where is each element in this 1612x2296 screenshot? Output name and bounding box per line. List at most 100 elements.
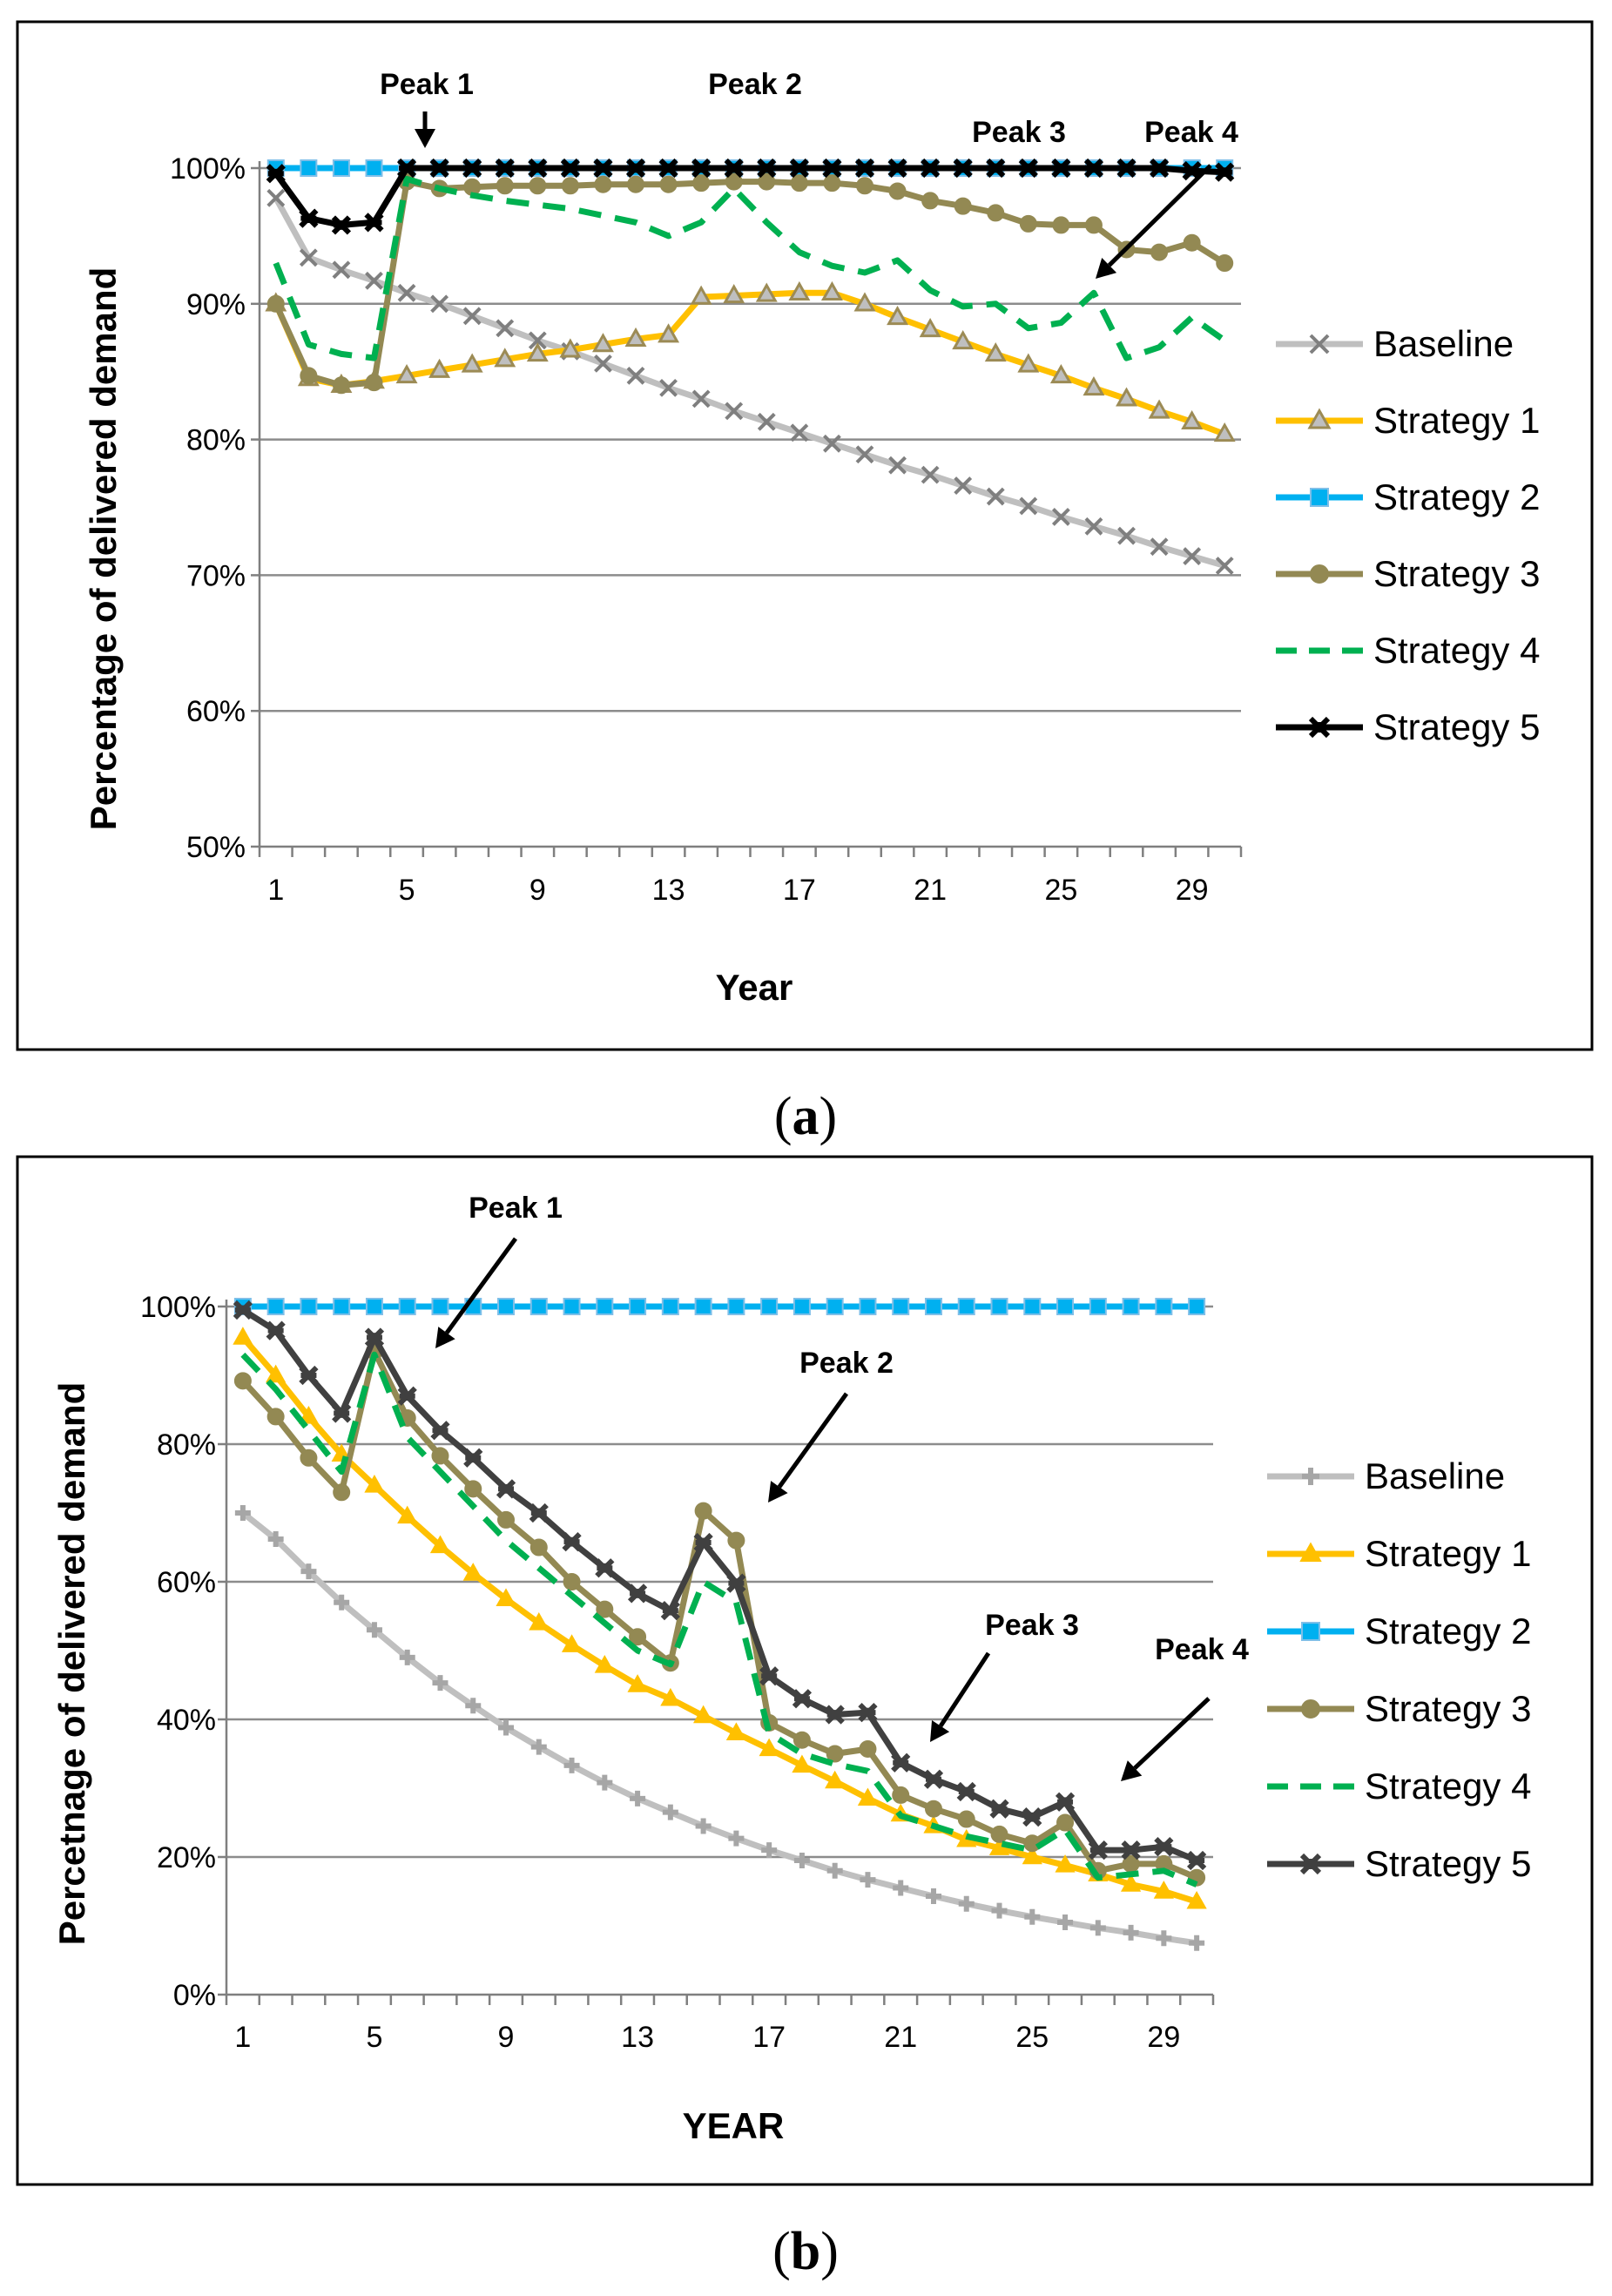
b-data-point — [694, 1502, 712, 1520]
a-legend-marker — [1307, 408, 1332, 429]
b-data-point — [398, 1298, 416, 1315]
a-legend-label: Strategy 4 — [1373, 630, 1540, 671]
a-data-point — [559, 338, 582, 358]
b-x-tick-label: 29 — [1147, 2021, 1180, 2054]
b-legend-marker — [1301, 1699, 1320, 1719]
a-data-point — [820, 280, 843, 301]
a-data-point-core — [1154, 163, 1164, 173]
a-peak-arrow-head — [1096, 258, 1117, 279]
a-data-point-core — [271, 168, 281, 179]
b-x-tick-label: 21 — [884, 2021, 917, 2054]
b-data-point — [298, 1406, 320, 1424]
b-data-point — [893, 1880, 909, 1896]
b-y-tick-label: 60% — [157, 1566, 216, 1599]
b-y-tick-label: 20% — [157, 1841, 216, 1874]
b-data-point — [596, 1298, 614, 1315]
b-data-point — [761, 1842, 778, 1859]
a-legend-label: Baseline — [1373, 323, 1514, 364]
a-data-point — [1052, 216, 1070, 234]
b-data-point — [725, 1722, 746, 1740]
a-data-point — [494, 348, 516, 368]
b-data-point — [366, 1622, 382, 1638]
a-data-point — [986, 487, 1005, 506]
a-data-point — [496, 177, 514, 195]
panel-a-y-tick-labels: 50% 60% 70% 80% 90% 100% — [170, 152, 246, 864]
b-data-point — [300, 1563, 317, 1580]
b-data-point — [596, 1600, 614, 1618]
b-data-point — [859, 1739, 877, 1758]
a-data-point — [266, 294, 285, 313]
b-data-point — [1024, 1908, 1041, 1925]
b-data-point — [892, 1298, 910, 1315]
b-data-point — [826, 1745, 844, 1763]
panel-a-y-axis-title: Percentage of delivered demand — [83, 267, 124, 831]
a-data-point — [1051, 507, 1070, 526]
b-data-point — [793, 1298, 811, 1315]
b-peak-arrow-head — [768, 1481, 788, 1503]
a-data-point — [1216, 254, 1234, 273]
a-data-point — [627, 175, 645, 193]
a-data-point-core — [467, 163, 477, 173]
panel-a-frame — [16, 20, 1594, 1051]
b-data-point — [857, 1787, 879, 1806]
b-data-point — [597, 1774, 613, 1791]
a-data-point — [332, 159, 350, 177]
b-data-point-core — [1027, 1812, 1037, 1822]
b-data-point-core — [698, 1537, 709, 1548]
b-data-point-core — [468, 1453, 478, 1463]
a-data-point — [725, 402, 744, 421]
panel-a-x-tick-labels: 1 5 9 13 17 21 25 29 — [267, 874, 1208, 907]
a-data-point — [723, 284, 745, 304]
a-series-line — [273, 165, 1225, 228]
a-series-strategy-5 — [266, 158, 1235, 235]
a-data-point — [658, 323, 680, 343]
a-data-point-core — [729, 163, 739, 173]
b-x-tick-label: 13 — [621, 2021, 654, 2054]
b-data-point — [333, 1298, 351, 1315]
b-y-tick-label: 40% — [157, 1704, 216, 1737]
b-data-point — [1089, 1920, 1106, 1936]
panel-b-frame — [16, 1155, 1594, 2186]
a-series-line — [273, 179, 1227, 388]
b-data-point — [233, 1372, 252, 1390]
a-x-tick-label: 5 — [399, 874, 415, 907]
b-data-point — [529, 1298, 548, 1315]
b-peak-arrow-shaft — [938, 1651, 991, 1727]
b-legend-item: Baseline — [1267, 1455, 1505, 1496]
b-data-point — [563, 1757, 580, 1773]
a-data-point-core — [860, 163, 870, 173]
a-data-point — [365, 374, 383, 392]
a-data-point — [594, 175, 612, 193]
b-data-point-core — [1126, 1845, 1136, 1855]
a-data-point — [300, 367, 318, 385]
a-peak-label: Peak 2 — [708, 68, 802, 101]
b-data-point-core — [1191, 1855, 1202, 1866]
a-data-point — [952, 330, 975, 350]
a-data-point — [954, 197, 972, 215]
a-y-tick-label: 100% — [170, 152, 246, 186]
a-data-point — [1117, 526, 1136, 545]
b-data-point — [334, 1594, 350, 1611]
b-data-point — [792, 1754, 813, 1773]
a-data-point-core — [893, 163, 902, 173]
panel-b-y-tick-labels: 0% 20% 40% 60% 80% 100% — [140, 1291, 216, 2012]
b-data-point — [464, 1480, 482, 1498]
a-data-point-core — [401, 163, 412, 173]
a-data-point-core — [1089, 163, 1099, 173]
b-legend-item: Strategy 1 — [1267, 1533, 1531, 1574]
a-y-tick-label: 70% — [186, 559, 246, 592]
a-data-point — [1150, 243, 1169, 261]
b-data-point — [825, 1770, 846, 1789]
b-data-point-core — [304, 1370, 314, 1381]
panel-a-caption: (a) — [774, 1087, 837, 1146]
b-data-point — [957, 1298, 975, 1315]
b-x-tick-label: 25 — [1015, 2021, 1049, 2054]
b-data-point-core — [665, 1605, 676, 1616]
b-data-point — [629, 1298, 647, 1315]
b-data-point-core — [271, 1326, 281, 1336]
b-series-strategy-1 — [233, 1327, 1207, 1909]
b-data-point — [1055, 1854, 1076, 1873]
b-series-baseline — [234, 1505, 1205, 1951]
a-series-line — [273, 289, 1226, 437]
b-data-point-core — [599, 1563, 610, 1573]
